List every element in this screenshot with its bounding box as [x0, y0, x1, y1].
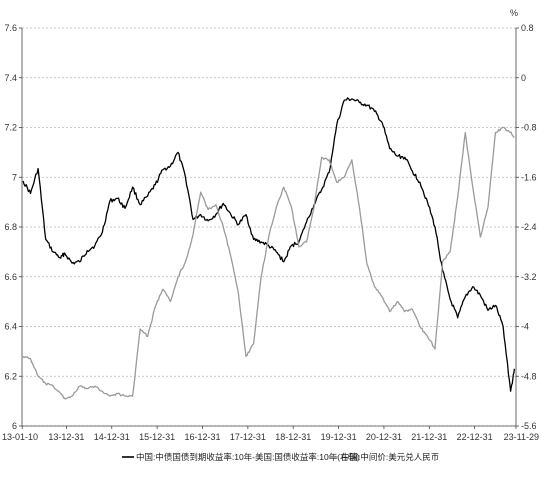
- left-tick-label-4: 6.8: [4, 222, 17, 232]
- x-tick-label-2: 14-12-31: [94, 432, 130, 442]
- x-tick-label-11: 23-11-29: [504, 432, 539, 442]
- right-tick-label-0: 0.8: [521, 23, 534, 33]
- left-tick-label-6: 7.2: [4, 123, 17, 133]
- right-axis-ticks: 0.8 0 -0.8 -1.6 -2.4 -3.2 -4 -4.8 -5.6: [516, 23, 537, 431]
- right-tick-label-6: -4: [521, 322, 529, 332]
- axes: [21, 28, 517, 427]
- legend: 中国:中债国债到期收益率:10年-美国:国债收益率:10年(右轴) 中国:中间价…: [122, 452, 439, 462]
- right-tick-label-7: -4.8: [521, 371, 537, 381]
- right-tick-label-8: -5.6: [521, 421, 537, 431]
- gridlines: [22, 27, 516, 427]
- right-tick-label-3: -1.6: [521, 172, 537, 182]
- right-tick-label-5: -3.2: [521, 272, 537, 282]
- x-axis-ticks: 13-01-10 13-12-31 14-12-31 15-12-31 16-12-31…: [2, 426, 539, 442]
- legend-label-usdcny: 中国:中间价:美元兑人民币: [341, 452, 439, 462]
- right-axis-unit: %: [510, 8, 518, 18]
- x-tick-label-9: 21-12-31: [411, 432, 447, 442]
- x-tick-label-0: 13-01-10: [2, 432, 38, 442]
- left-tick-label-3: 6.6: [4, 272, 17, 282]
- series-lines: [22, 97, 516, 400]
- legend-label-yield-spread: 中国:中债国债到期收益率:10年-美国:国债收益率:10年(右轴): [136, 452, 360, 462]
- left-tick-label-2: 6.4: [4, 322, 17, 332]
- left-tick-label-1: 6.2: [4, 371, 17, 381]
- x-tick-label-4: 16-12-31: [184, 432, 220, 442]
- x-tick-label-7: 19-12-31: [321, 432, 357, 442]
- left-tick-label-8: 7.6: [4, 23, 17, 33]
- x-tick-label-8: 20-12-31: [366, 432, 402, 442]
- x-tick-label-5: 17-12-31: [230, 432, 266, 442]
- series-line-yield-spread: [22, 97, 516, 392]
- left-tick-label-0: 6: [12, 421, 17, 431]
- x-tick-label-10: 22-12-31: [457, 432, 493, 442]
- left-tick-label-5: 7: [12, 172, 17, 182]
- x-tick-label-6: 18-12-31: [275, 432, 311, 442]
- series-line-usdcny: [22, 126, 515, 400]
- x-tick-label-3: 15-12-31: [139, 432, 175, 442]
- x-tick-label-1: 13-12-31: [48, 432, 84, 442]
- right-tick-label-1: 0: [521, 73, 526, 83]
- left-tick-label-7: 7.4: [4, 73, 17, 83]
- left-axis-ticks: 6 6.2 6.4 6.6 6.8 7 7.2 7.4 7.6: [4, 23, 22, 431]
- right-tick-label-2: -0.8: [521, 123, 537, 133]
- right-tick-label-4: -2.4: [521, 222, 537, 232]
